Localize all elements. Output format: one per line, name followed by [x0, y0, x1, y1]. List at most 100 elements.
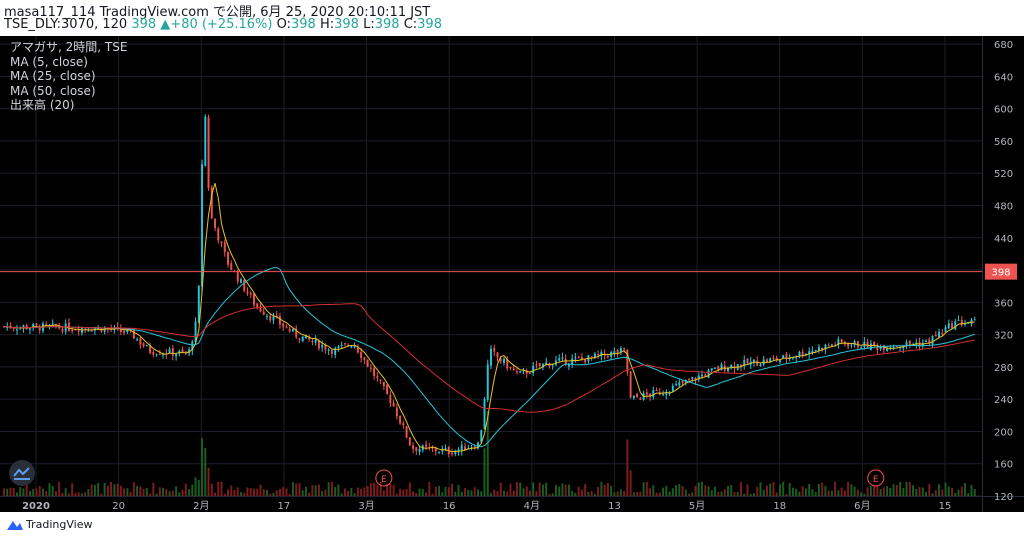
candle-body [256, 303, 259, 308]
candle-body [373, 368, 376, 377]
candle-body [827, 345, 830, 347]
candle-body [201, 164, 204, 287]
candle-body [32, 323, 35, 329]
legend-ma50[interactable]: MA (50, close) [10, 83, 96, 98]
volume-bar [528, 490, 531, 496]
volume-bar [282, 486, 285, 496]
volume-bar [759, 482, 762, 496]
volume-bar [204, 447, 207, 496]
candle-body [304, 335, 307, 339]
volume-bar [113, 484, 116, 496]
candle-body [645, 392, 648, 395]
volume-bar [574, 492, 577, 496]
volume-bar [834, 481, 837, 496]
volume-bar [954, 493, 957, 496]
candle-body [184, 351, 187, 354]
volume-bar [866, 487, 869, 496]
candle-body [964, 323, 966, 325]
candle-body [155, 354, 158, 356]
candle-body [681, 381, 684, 384]
volume-bar [782, 481, 785, 496]
volume-bar [38, 485, 41, 496]
candle-body [629, 371, 632, 398]
candle-body [590, 356, 593, 358]
volume-bar [126, 488, 129, 496]
candle-body [597, 354, 600, 356]
volume-bar [119, 485, 122, 496]
volume-bar [853, 486, 856, 496]
volume-bar [210, 483, 213, 496]
volume-bar [964, 483, 966, 496]
volume-bar [32, 488, 35, 496]
volume-bar [473, 487, 476, 496]
y-tick-label: 280 [994, 363, 1013, 374]
low-label: L: [363, 17, 375, 32]
volume-bar [54, 491, 57, 496]
volume-bar [103, 482, 106, 496]
candle-body [694, 378, 697, 381]
volume-bar [343, 488, 346, 496]
candle-body [704, 374, 707, 377]
low-value: 398 [374, 17, 400, 32]
volume-bar [921, 487, 924, 496]
candle-body [324, 344, 327, 350]
volume-bar [895, 484, 898, 496]
candle-body [353, 345, 356, 348]
candle-body [301, 336, 304, 342]
volume-bar [740, 482, 742, 496]
chart-area[interactable]: 6806406005605204804404003603202802402001… [0, 36, 1024, 512]
candle-body [444, 448, 447, 450]
candle-body [571, 358, 574, 365]
volume-bar [304, 486, 307, 496]
candle-body [606, 356, 609, 358]
volume-bar [188, 489, 191, 496]
volume-bar [749, 493, 752, 496]
chart-svg[interactable]: 6806406005605204804404003603202802402001… [0, 36, 1024, 512]
earnings-event-label: E [873, 475, 879, 485]
volume-bar [733, 492, 736, 496]
candle-body [227, 251, 229, 265]
volume-bar [626, 439, 629, 496]
volume-bar [389, 484, 392, 496]
volume-bar [9, 487, 12, 496]
candle-body [145, 345, 148, 347]
volume-bar [201, 438, 204, 496]
legend-volume[interactable]: 出来高 (20) [10, 98, 75, 112]
volume-bar [678, 484, 681, 496]
volume-bar [541, 484, 544, 496]
volume-bar [324, 489, 327, 496]
earnings-event-marker [867, 469, 885, 487]
volume-bar [327, 482, 330, 496]
volume-bar [603, 484, 606, 496]
legend-ma5[interactable]: MA (5, close) [10, 54, 88, 69]
candle-body [298, 338, 301, 340]
candle-body [639, 398, 642, 400]
candle-body [824, 344, 827, 350]
volume-bar [941, 489, 944, 496]
candle-body [856, 341, 859, 348]
close-value: 398 [417, 17, 442, 32]
candle-body [158, 353, 161, 355]
volume-bar [905, 482, 908, 496]
candle-body [262, 311, 265, 315]
volume-bar [227, 489, 229, 496]
candle-body [350, 346, 353, 348]
volume-bar [762, 489, 765, 496]
legend-symbol[interactable]: アマガサ, 2時間, TSE [10, 40, 128, 54]
legend-ma25[interactable]: MA (25, close) [10, 69, 96, 83]
volume-bar [412, 491, 415, 496]
candle-body [811, 351, 814, 353]
volume-bar [35, 488, 38, 496]
volume-bar [610, 485, 613, 496]
volume-bar [876, 486, 879, 496]
volume-bar [28, 490, 31, 496]
candle-body [772, 358, 775, 360]
candle-body [710, 368, 713, 371]
volume-bar [931, 493, 934, 496]
tradingview-badge-icon[interactable] [9, 460, 35, 486]
candle-body [285, 327, 288, 329]
volume-bar [217, 482, 220, 496]
candle-body [947, 323, 950, 329]
volume-bar [632, 492, 635, 496]
candle-body [220, 241, 223, 244]
